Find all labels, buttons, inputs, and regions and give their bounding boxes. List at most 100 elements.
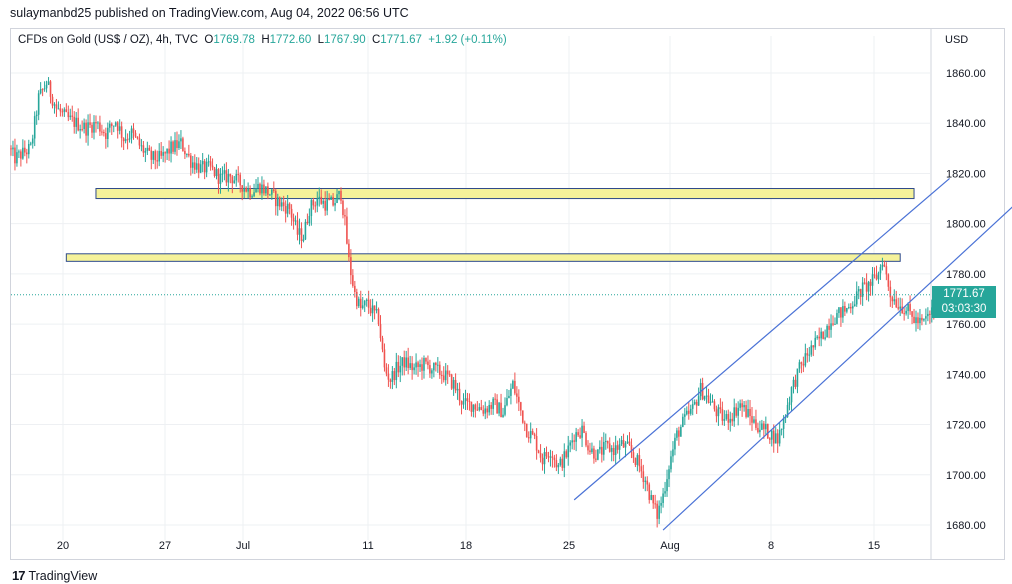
candle-body xyxy=(433,362,435,371)
candle-body xyxy=(668,469,670,480)
candle-body xyxy=(861,282,864,297)
candle-body xyxy=(877,273,880,280)
candle-body xyxy=(59,108,62,112)
candle-body xyxy=(107,127,109,140)
candle-body xyxy=(808,354,811,356)
candle-body xyxy=(768,438,771,440)
candle-body xyxy=(188,153,190,156)
candle-body xyxy=(304,221,307,240)
candle-body xyxy=(759,429,761,433)
candle-body xyxy=(316,198,319,206)
candle-body xyxy=(498,402,500,414)
candle-body xyxy=(721,409,724,421)
candle-body xyxy=(255,188,257,193)
bar-countdown: 03:03:30 xyxy=(941,303,987,315)
candle-body xyxy=(298,228,301,235)
candle-body xyxy=(480,407,483,411)
candle-body xyxy=(638,455,641,467)
candle-body xyxy=(537,450,540,454)
footer-brand[interactable]: 17 TradingView xyxy=(12,568,97,583)
candle-body xyxy=(142,145,145,153)
candle-body xyxy=(203,161,206,173)
candle-body xyxy=(265,186,267,194)
y-tick-label: 1740.00 xyxy=(946,369,986,381)
candle-body xyxy=(747,409,749,417)
candle-body xyxy=(273,189,275,191)
candle-body xyxy=(565,451,568,458)
candle-body xyxy=(826,325,828,338)
candle-body xyxy=(476,409,479,411)
candle-body xyxy=(715,409,718,417)
candle-body xyxy=(767,424,769,439)
candle-body xyxy=(312,200,315,206)
candle-body xyxy=(138,138,141,146)
close-value: 1771.67 xyxy=(380,34,422,46)
candle-body xyxy=(12,147,14,150)
candle-body xyxy=(407,357,409,368)
candle-body xyxy=(282,202,285,206)
candle-body xyxy=(308,216,311,224)
resistance-zone xyxy=(95,188,915,200)
candle-body xyxy=(22,147,24,159)
candle-body xyxy=(231,176,234,184)
candle-body xyxy=(367,299,370,308)
currency-label[interactable]: USD xyxy=(945,34,969,46)
candle-body xyxy=(774,433,777,444)
candle-body xyxy=(221,173,224,175)
candle-body xyxy=(504,405,506,415)
candle-body xyxy=(915,317,917,324)
candle-body xyxy=(772,430,775,444)
candle-body xyxy=(514,380,516,394)
candle-body xyxy=(290,208,293,218)
candle-body xyxy=(648,484,651,500)
x-tick-label: 15 xyxy=(868,540,880,552)
candle-body xyxy=(563,451,566,468)
candle-body xyxy=(593,448,595,459)
candle-body xyxy=(450,374,453,389)
candle-body xyxy=(288,203,291,209)
candle-body xyxy=(567,445,570,458)
candle-body xyxy=(330,196,332,200)
candle-body xyxy=(863,282,866,284)
x-tick-label: 27 xyxy=(159,540,171,552)
candle-body xyxy=(525,423,528,438)
candle-body xyxy=(737,407,739,416)
candle-body xyxy=(717,407,720,417)
candle-body xyxy=(57,108,60,110)
candle-body xyxy=(24,147,26,153)
candle-body xyxy=(636,455,639,465)
candle-body xyxy=(921,317,923,321)
candle-body xyxy=(10,148,12,150)
candle-body xyxy=(379,324,382,339)
candle-body xyxy=(389,379,392,382)
candle-body xyxy=(695,401,698,406)
candle-body xyxy=(630,444,633,453)
candle-body xyxy=(458,388,461,401)
x-tick-label: 20 xyxy=(57,540,69,552)
candle-body xyxy=(205,161,208,173)
candle-body xyxy=(253,192,255,197)
candle-body xyxy=(320,196,323,204)
candle-body xyxy=(71,115,74,117)
candle-body xyxy=(575,432,577,442)
candle-body xyxy=(656,503,658,519)
candle-body xyxy=(711,401,714,403)
candle-body xyxy=(731,418,734,422)
candle-body xyxy=(927,313,929,317)
candle-body xyxy=(134,132,137,137)
candle-body xyxy=(217,169,220,184)
candle-body xyxy=(152,151,155,160)
candle-body xyxy=(539,453,542,458)
candle-body xyxy=(741,403,743,408)
candle-body xyxy=(401,357,404,366)
candle-body xyxy=(881,264,884,268)
candle-body xyxy=(640,466,643,472)
candle-body xyxy=(490,405,492,409)
candle-body xyxy=(37,93,40,115)
candle-body xyxy=(654,503,656,505)
candle-body xyxy=(132,128,135,133)
candle-body xyxy=(496,399,498,414)
candle-body xyxy=(324,200,326,211)
candle-body xyxy=(150,150,153,160)
